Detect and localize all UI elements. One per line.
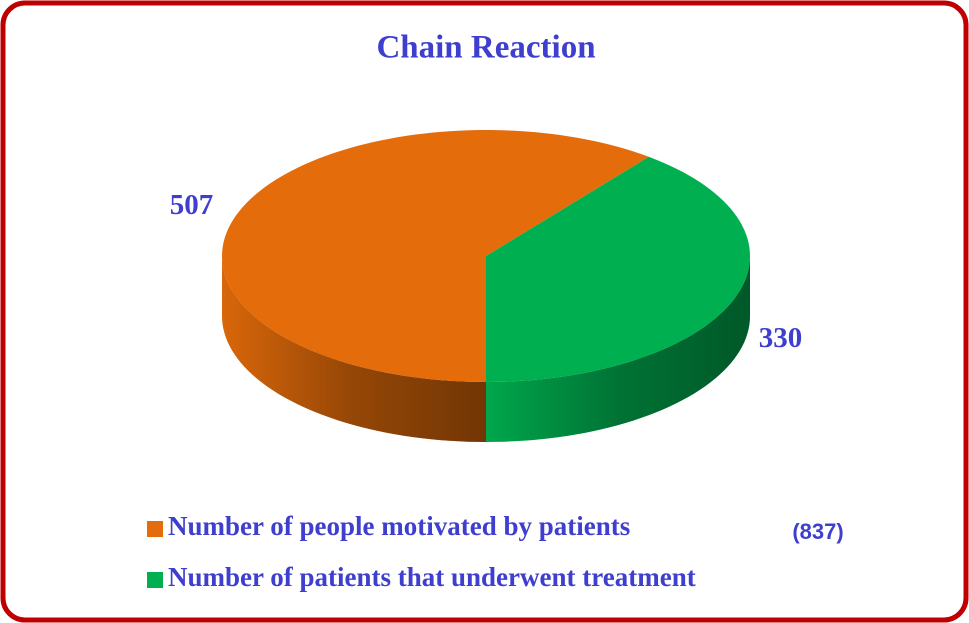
legend-swatch xyxy=(147,572,163,588)
legend-swatch xyxy=(147,521,163,537)
annotation: (837) xyxy=(792,519,843,544)
data-label: 507 xyxy=(170,189,214,221)
chart-title: Chain Reaction xyxy=(376,30,595,66)
slice xyxy=(222,130,649,382)
slice xyxy=(486,156,750,382)
pie xyxy=(222,130,750,442)
labels: 507 330 Number of people motivated by pati… xyxy=(147,189,802,592)
slice-side-shade xyxy=(486,256,750,442)
legend-label: Number of people motivated by patients xyxy=(168,511,630,541)
slice-side-shade xyxy=(222,256,486,442)
data-label: 330 xyxy=(759,322,803,354)
legend-label: Number of patients that underwent treatm… xyxy=(168,562,696,592)
